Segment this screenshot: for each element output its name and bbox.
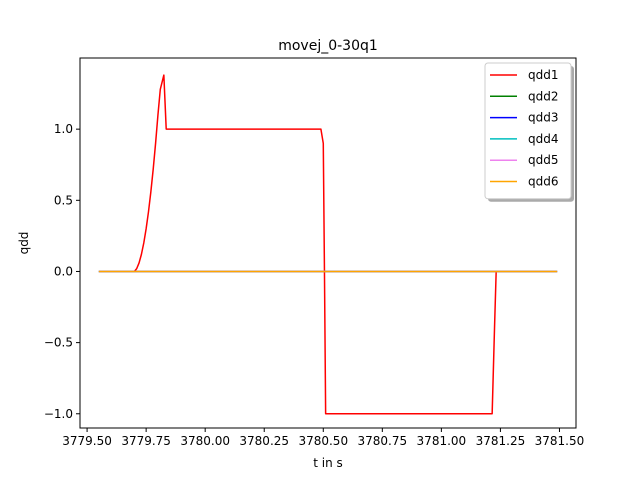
y-tick-label: −0.5 — [44, 336, 73, 350]
x-tick-label: 3781.00 — [417, 434, 467, 448]
x-tick-label: 3781.25 — [476, 434, 526, 448]
x-tick-label: 3781.50 — [535, 434, 585, 448]
y-axis-label: qdd — [17, 232, 31, 255]
y-axis: −1.0 −0.5 0.0 0.5 1.0 — [44, 122, 80, 421]
x-axis: 3779.50 3779.75 3780.00 3780.25 3780.50 3780.… — [62, 428, 584, 448]
axes-frame — [79, 57, 577, 429]
y-tick-label: 1.0 — [54, 122, 73, 136]
x-tick-label: 3780.25 — [239, 434, 289, 448]
x-tick-label: 3780.00 — [180, 434, 230, 448]
x-tick-label: 3779.75 — [121, 434, 171, 448]
legend: qdd1 qdd2 qdd3 qdd4 qdd5 qdd6 — [484, 62, 574, 202]
x-tick-label: 3780.50 — [298, 434, 348, 448]
legend-label-qdd2: qdd2 — [528, 89, 559, 103]
legend-label-qdd6: qdd6 — [528, 175, 559, 189]
y-tick-label: 0.0 — [54, 264, 73, 278]
legend-label-qdd3: qdd3 — [528, 111, 559, 125]
legend-label-qdd5: qdd5 — [528, 153, 559, 167]
legend-label-qdd1: qdd1 — [528, 68, 559, 82]
plot-area — [98, 74, 558, 415]
chart-title: movej_0-30q1 — [278, 38, 378, 54]
x-axis-label: t in s — [313, 456, 343, 470]
x-tick-label: 3779.50 — [62, 434, 112, 448]
y-tick-label: −1.0 — [44, 407, 73, 421]
y-tick-label: 0.5 — [54, 193, 73, 207]
legend-label-qdd4: qdd4 — [528, 132, 559, 146]
x-tick-label: 3780.75 — [358, 434, 408, 448]
series-line-qdd1 — [98, 74, 558, 415]
